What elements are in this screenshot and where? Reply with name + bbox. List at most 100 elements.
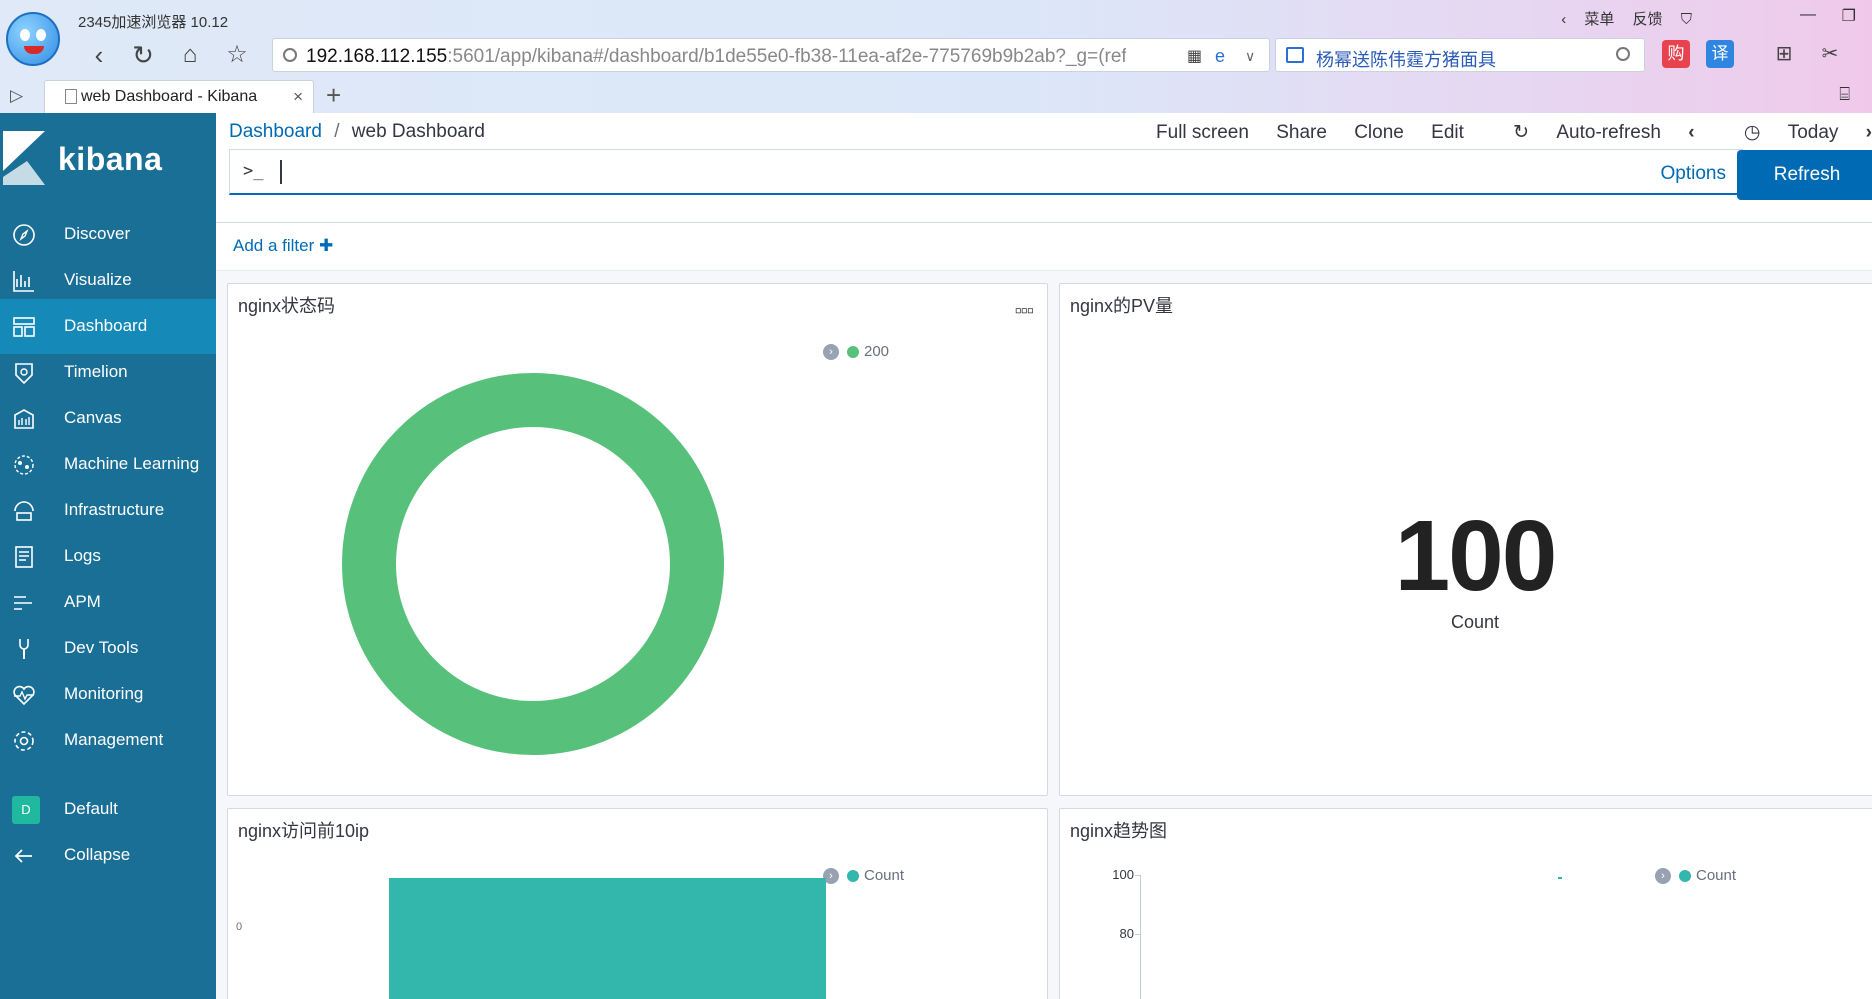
browser-app-title: 2345加速浏览器 10.12: [78, 14, 229, 31]
sidebar-item-label: Default: [64, 799, 118, 818]
legend-item-count[interactable]: Count: [864, 867, 905, 884]
url-text[interactable]: 192.168.112.155:5601/app/kibana#/dashboa…: [306, 46, 1126, 67]
back-icon[interactable]: ‹: [94, 40, 104, 70]
sidebar-item-infrastructure[interactable]: Infrastructure: [0, 483, 216, 538]
kibana-logo[interactable]: kibana: [0, 113, 216, 207]
dashboard-main: Dashboard / web Dashboard Full screen Sh…: [216, 113, 1872, 999]
sidebar-collapse-button[interactable]: Collapse: [0, 828, 216, 883]
toolbox-icon[interactable]: ⌸: [1839, 84, 1850, 104]
sidebar-item-label: Canvas: [64, 408, 122, 427]
shirt-icon[interactable]: ⛉: [1680, 11, 1692, 28]
close-icon[interactable]: ×: [293, 87, 303, 106]
browser-menu-button[interactable]: 菜单: [1584, 11, 1615, 28]
options-link[interactable]: Options: [1660, 163, 1726, 184]
legend-toggle-icon[interactable]: ›: [823, 344, 839, 361]
chevron-left-icon[interactable]: ‹: [1688, 122, 1695, 143]
legend-color-dot: [847, 870, 859, 883]
chevron-right-icon[interactable]: ›: [1865, 122, 1872, 143]
ie-engine-icon[interactable]: e: [1215, 46, 1226, 66]
apps-icon[interactable]: ⊞: [1775, 43, 1793, 65]
new-tab-icon[interactable]: +: [326, 80, 342, 110]
reload-icon[interactable]: ↻: [132, 40, 154, 70]
clone-button[interactable]: Clone: [1354, 122, 1404, 143]
dashboard-top-menu: Full screen Share Clone Edit ↻ Auto-refr…: [1134, 121, 1872, 144]
chart-bar[interactable]: [389, 878, 826, 999]
breadcrumb-current: web Dashboard: [351, 121, 485, 142]
search-suggestion-text[interactable]: 杨幂送陈伟霆方猪面具: [1316, 50, 1496, 70]
compass-icon: [13, 224, 35, 246]
y-tick-label: 80: [1119, 926, 1134, 941]
sidebar-item-logs[interactable]: Logs: [0, 529, 216, 584]
gear-icon: [14, 731, 34, 751]
y-axis-line: [1140, 875, 1141, 999]
sidebar-item-dashboard[interactable]: Dashboard: [0, 299, 216, 354]
star-icon[interactable]: ☆: [226, 41, 248, 68]
sidebar-item-discover[interactable]: Discover: [0, 207, 216, 262]
heartbeat-icon: [13, 685, 35, 706]
edit-button[interactable]: Edit: [1431, 122, 1464, 143]
address-bar[interactable]: 192.168.112.155:5601/app/kibana#/dashboa…: [272, 38, 1270, 72]
line-data-point[interactable]: [1558, 877, 1562, 879]
share-button[interactable]: Share: [1276, 122, 1327, 143]
sidebar-item-timelion[interactable]: Timelion: [0, 345, 216, 400]
sidebar-item-canvas[interactable]: Canvas: [0, 391, 216, 446]
auto-refresh-button[interactable]: ↻ Auto-refresh: [1491, 121, 1661, 144]
legend-item-200[interactable]: 200: [864, 343, 890, 360]
add-filter-button[interactable]: Add a filter ✚: [233, 236, 333, 256]
panel-nginx-status: nginx状态码 ▫▫▫ › 200: [227, 283, 1048, 796]
translate-icon[interactable]: 译: [1706, 40, 1734, 68]
legend-toggle-icon[interactable]: ›: [823, 868, 839, 885]
full-screen-button[interactable]: Full screen: [1156, 122, 1249, 143]
legend-color-dot: [847, 346, 859, 359]
refresh-button[interactable]: Refresh: [1737, 150, 1872, 200]
sidebar-item-label: Monitoring: [64, 684, 144, 703]
timelion-icon: [15, 363, 33, 385]
restore-icon[interactable]: ❐: [1841, 8, 1856, 25]
sidebar-item-label: Visualize: [64, 270, 132, 289]
search-icon[interactable]: [1616, 47, 1630, 61]
sidebar-item-management[interactable]: Management: [0, 713, 216, 768]
scissors-icon[interactable]: ✂: [1821, 43, 1839, 65]
sidebar-item-label: Collapse: [64, 845, 131, 864]
plus-icon: ✚: [319, 236, 334, 255]
sidebar-item-dev-tools[interactable]: Dev Tools: [0, 621, 216, 676]
infrastructure-icon: [14, 501, 34, 521]
query-bar[interactable]: >_ Options: [229, 149, 1743, 195]
minimize-icon[interactable]: —: [1800, 6, 1816, 23]
legend-color-dot: [1679, 870, 1691, 883]
panel-options-icon[interactable]: ▫▫▫: [1014, 300, 1034, 322]
text-caret: [280, 160, 282, 184]
add-filter-label: Add a filter: [233, 236, 315, 255]
sidebar-item-visualize[interactable]: Visualize: [0, 253, 216, 308]
donut-chart: [342, 373, 724, 755]
sidebar-item-apm[interactable]: APM: [0, 575, 216, 630]
qr-code-icon[interactable]: ▦: [1187, 48, 1203, 65]
shopping-icon[interactable]: 购: [1662, 40, 1690, 68]
browser-search-box[interactable]: 杨幂送陈伟霆方猪面具: [1275, 38, 1645, 72]
metric-value: 100: [1394, 500, 1558, 612]
chevron-left-icon[interactable]: ‹: [1561, 11, 1567, 28]
auto-refresh-label: Auto-refresh: [1556, 122, 1661, 143]
site-info-icon[interactable]: [283, 48, 297, 62]
search-input[interactable]: [290, 158, 1590, 186]
browser-tab[interactable]: web Dashboard - Kibana ×: [44, 80, 314, 113]
legend-toggle-icon[interactable]: ›: [1655, 868, 1671, 885]
query-prompt-icon: >_: [243, 161, 264, 181]
breadcrumb-dashboard-link[interactable]: Dashboard: [229, 121, 322, 142]
donut-slice-200[interactable]: [342, 373, 724, 755]
home-icon[interactable]: ⌂: [182, 41, 198, 68]
y-tick-label: 100: [1112, 867, 1134, 882]
sidebar-item-monitoring[interactable]: Monitoring: [0, 667, 216, 722]
chevron-down-icon[interactable]: ∨: [1245, 48, 1256, 64]
chart-legend: › Count: [823, 867, 905, 885]
time-picker-button[interactable]: ◷ Today: [1722, 121, 1839, 144]
filter-bar: Add a filter ✚: [216, 223, 1872, 271]
y-tick-mark: [1135, 934, 1140, 935]
sidebar-item-space-default[interactable]: D Default: [0, 782, 216, 837]
panel-title: nginx访问前10ip: [238, 821, 370, 841]
sidebar-item-machine-learning[interactable]: Machine Learning: [0, 437, 216, 492]
panel-nginx-trend: nginx趋势图 › Count 100 80: [1059, 808, 1872, 999]
legend-item-count[interactable]: Count: [1696, 867, 1737, 884]
sidebar-toggle-icon[interactable]: ▷: [10, 86, 24, 105]
browser-feedback-button[interactable]: 反馈: [1632, 11, 1663, 28]
